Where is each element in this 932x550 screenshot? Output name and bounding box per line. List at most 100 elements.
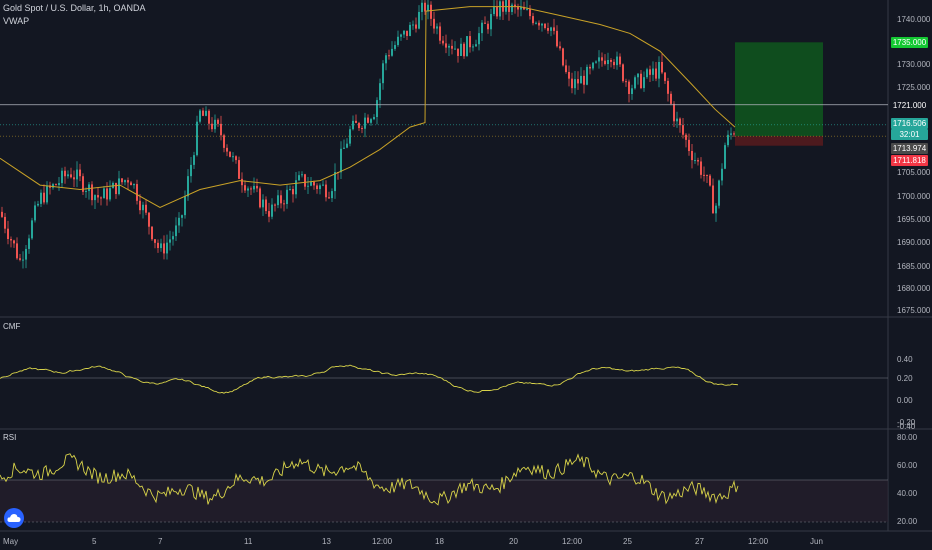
candle-body	[205, 110, 207, 116]
candle-body	[616, 56, 618, 66]
cmf-tick: 0.40	[897, 355, 913, 364]
candle-body	[664, 72, 666, 81]
candle-body	[286, 189, 288, 204]
candle-body	[79, 169, 81, 177]
candle-body	[439, 26, 441, 41]
position-zones[interactable]	[735, 42, 823, 146]
time-tick: 12:00	[372, 537, 393, 546]
candle-body	[478, 33, 480, 45]
candle-body	[406, 30, 408, 36]
candle-body	[679, 118, 681, 126]
candle-body	[547, 27, 549, 31]
candle-body	[562, 48, 564, 66]
candle-body	[484, 22, 486, 24]
candle-body	[28, 238, 30, 249]
candle-body	[244, 185, 246, 191]
symbol-title[interactable]: Gold Spot / U.S. Dollar, 1h, OANDA	[3, 3, 146, 13]
candle-body	[334, 171, 336, 192]
candle-body	[268, 211, 270, 217]
candle-body	[646, 69, 648, 78]
candle-body	[190, 164, 192, 177]
candle-body	[670, 93, 672, 104]
candle-body	[133, 184, 135, 186]
candle-body	[493, 6, 495, 15]
candle-body	[550, 27, 552, 31]
candle-body	[466, 36, 468, 57]
price-tick: 1740.000	[897, 15, 931, 24]
candle-body	[256, 185, 258, 189]
rsi-pane-title[interactable]: RSI	[3, 433, 17, 442]
candle-body	[301, 174, 303, 176]
current-price-tag[interactable]: 1716.506	[891, 118, 928, 129]
candle-body	[397, 36, 399, 46]
candle-body	[469, 36, 471, 48]
candle-body	[490, 14, 492, 30]
candle-body	[718, 180, 720, 206]
level-price-tag[interactable]: 1721.000	[891, 100, 928, 111]
candle-body	[175, 225, 177, 237]
cmf-pane-title[interactable]: CMF	[3, 322, 21, 331]
cmf-tick: 0.20	[897, 374, 913, 383]
candle-body	[394, 45, 396, 49]
candle-body	[145, 204, 147, 213]
candle-body	[289, 189, 291, 191]
candle-body	[19, 258, 21, 260]
candle-body	[622, 64, 624, 82]
candle-body	[1, 211, 3, 217]
candle-body	[343, 147, 345, 149]
time-tick: 25	[623, 537, 632, 546]
candle-body	[235, 156, 237, 161]
candle-body	[307, 185, 309, 187]
candle-body	[109, 188, 111, 200]
tradingview-cloud-icon[interactable]	[4, 508, 24, 528]
candle-body	[697, 160, 699, 162]
candle-body	[535, 22, 537, 24]
candle-body	[97, 195, 99, 198]
stop-price-tag[interactable]: 1711.818	[891, 155, 928, 166]
candle-body	[196, 121, 198, 156]
candle-body	[520, 7, 522, 10]
candle-body	[376, 100, 378, 118]
candle-body	[724, 145, 726, 169]
vwap-line	[0, 6, 736, 208]
candle-body	[379, 83, 381, 101]
price-tick: 1695.000	[897, 215, 931, 224]
candle-body	[139, 200, 141, 211]
time-tick: 12:00	[748, 537, 769, 546]
candle-body	[193, 155, 195, 165]
candle-countdown: 32:01	[891, 129, 928, 140]
candle-body	[667, 80, 669, 94]
candle-body	[85, 191, 87, 193]
candle-body	[229, 151, 231, 157]
candle-body	[70, 174, 72, 178]
candle-body	[436, 26, 438, 29]
candle-body	[259, 188, 261, 208]
overlay-lines	[0, 6, 888, 208]
candle-body	[433, 18, 435, 29]
candle-body	[412, 24, 414, 26]
candle-body	[319, 185, 321, 190]
candle-body	[121, 178, 123, 183]
target-price-tag[interactable]: 1735.000	[891, 37, 928, 48]
candle-body	[637, 73, 639, 78]
candle-body	[451, 45, 453, 49]
candle-body	[214, 119, 216, 130]
candle-body	[160, 243, 162, 249]
candle-body	[709, 175, 711, 186]
candle-body	[52, 184, 54, 188]
candle-body	[292, 189, 294, 195]
target-zone	[735, 42, 823, 137]
candle-body	[601, 57, 603, 61]
indicator-lines	[0, 364, 739, 506]
candle-body	[184, 196, 186, 216]
candle-body	[40, 192, 42, 204]
candle-body	[715, 205, 717, 214]
candle-body	[310, 181, 312, 186]
candle-body	[115, 182, 117, 195]
candle-body	[424, 2, 426, 12]
candle-body	[130, 182, 132, 186]
candle-body	[4, 216, 6, 229]
candle-body	[589, 66, 591, 69]
vwap-indicator-label[interactable]: VWAP	[3, 16, 30, 26]
